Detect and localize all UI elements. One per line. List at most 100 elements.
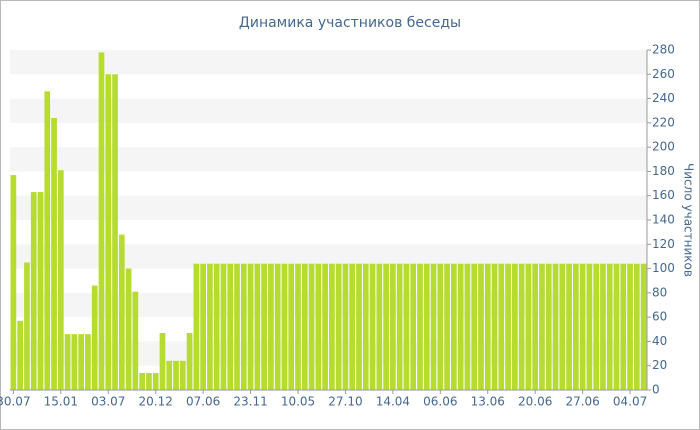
bar xyxy=(234,263,240,390)
bar xyxy=(505,263,511,390)
x-tick-label: 14.04 xyxy=(376,395,410,409)
bar xyxy=(356,263,362,390)
bar xyxy=(559,263,566,390)
bar xyxy=(301,263,308,390)
bar xyxy=(484,263,491,390)
bar xyxy=(410,263,417,390)
bar xyxy=(444,263,450,390)
y-tick-label: 140 xyxy=(652,213,675,227)
bar xyxy=(37,192,44,390)
x-tick-label: 23.11 xyxy=(233,395,267,409)
bar xyxy=(329,263,335,390)
y-axis-label: Число участников xyxy=(682,163,696,277)
bar xyxy=(417,263,423,390)
bar xyxy=(105,74,112,391)
x-tick-label: 13.06 xyxy=(471,395,505,409)
bar xyxy=(152,373,159,390)
bar xyxy=(342,263,349,390)
x-tick-label: 27.06 xyxy=(565,395,599,409)
bar xyxy=(640,263,647,390)
bar xyxy=(17,320,24,390)
y-tick-label: 20 xyxy=(652,358,667,372)
bar xyxy=(423,263,430,390)
bar xyxy=(322,263,328,390)
bar xyxy=(288,263,295,390)
bar xyxy=(498,263,505,390)
y-tick-label: 120 xyxy=(652,237,675,251)
bar xyxy=(91,285,98,390)
bar xyxy=(349,263,356,390)
bar xyxy=(179,360,186,390)
bar xyxy=(240,263,247,390)
bar xyxy=(600,263,606,390)
x-tick-label: 03.07 xyxy=(91,395,125,409)
x-tick-label: 27.10 xyxy=(328,395,362,409)
bar xyxy=(98,52,105,391)
bar xyxy=(512,263,518,390)
bar xyxy=(451,263,457,390)
bar xyxy=(403,263,410,390)
bar xyxy=(207,263,213,390)
bar xyxy=(539,263,545,390)
bar xyxy=(213,263,220,390)
bar xyxy=(335,263,342,390)
y-tick-label: 260 xyxy=(652,67,675,81)
y-tick-label: 220 xyxy=(652,115,675,129)
x-tick-label: 20.06 xyxy=(518,395,552,409)
bar xyxy=(606,263,613,390)
x-tick-label: 10.05 xyxy=(281,395,315,409)
bar xyxy=(85,334,91,390)
bar xyxy=(586,263,593,390)
x-tick-label: 04.07 xyxy=(613,395,647,409)
bar xyxy=(613,263,620,390)
bar xyxy=(193,263,200,390)
bar xyxy=(51,118,57,390)
bar xyxy=(390,263,396,390)
bar xyxy=(532,263,539,390)
bar xyxy=(64,334,71,390)
bar xyxy=(220,263,227,390)
bar xyxy=(125,268,132,390)
y-tick-label: 0 xyxy=(652,383,660,397)
bar xyxy=(633,263,640,390)
bar xyxy=(78,334,85,390)
bar xyxy=(430,263,437,390)
x-tick-label: 20.12 xyxy=(139,395,173,409)
bar xyxy=(308,263,315,390)
bar xyxy=(30,192,37,390)
bar xyxy=(57,170,64,390)
y-tick-label: 80 xyxy=(652,285,667,299)
y-tick-label: 60 xyxy=(652,310,667,324)
bar xyxy=(552,263,559,390)
bar xyxy=(281,263,288,390)
bar xyxy=(491,263,498,390)
bar xyxy=(383,263,389,390)
y-tick-label: 280 xyxy=(652,43,675,57)
bar xyxy=(24,262,30,390)
bar xyxy=(627,263,633,390)
bar xyxy=(254,263,261,390)
bar xyxy=(268,263,274,390)
chart-title: Динамика участников беседы xyxy=(239,15,461,31)
y-tick-label: 40 xyxy=(652,334,667,348)
bar xyxy=(579,263,586,390)
bar xyxy=(518,263,525,390)
bar xyxy=(173,360,179,390)
bar xyxy=(376,263,383,390)
bar xyxy=(295,263,301,390)
bar xyxy=(227,263,234,390)
grid-band xyxy=(10,50,647,75)
bar xyxy=(464,263,471,390)
bar xyxy=(369,263,376,390)
y-tick-label: 160 xyxy=(652,188,675,202)
bar xyxy=(112,74,118,391)
bar xyxy=(471,263,478,390)
y-tick-label: 100 xyxy=(652,261,675,275)
bar xyxy=(71,334,78,390)
bar xyxy=(593,263,600,390)
bar xyxy=(396,263,403,390)
bar xyxy=(166,360,173,390)
bar xyxy=(437,263,444,390)
